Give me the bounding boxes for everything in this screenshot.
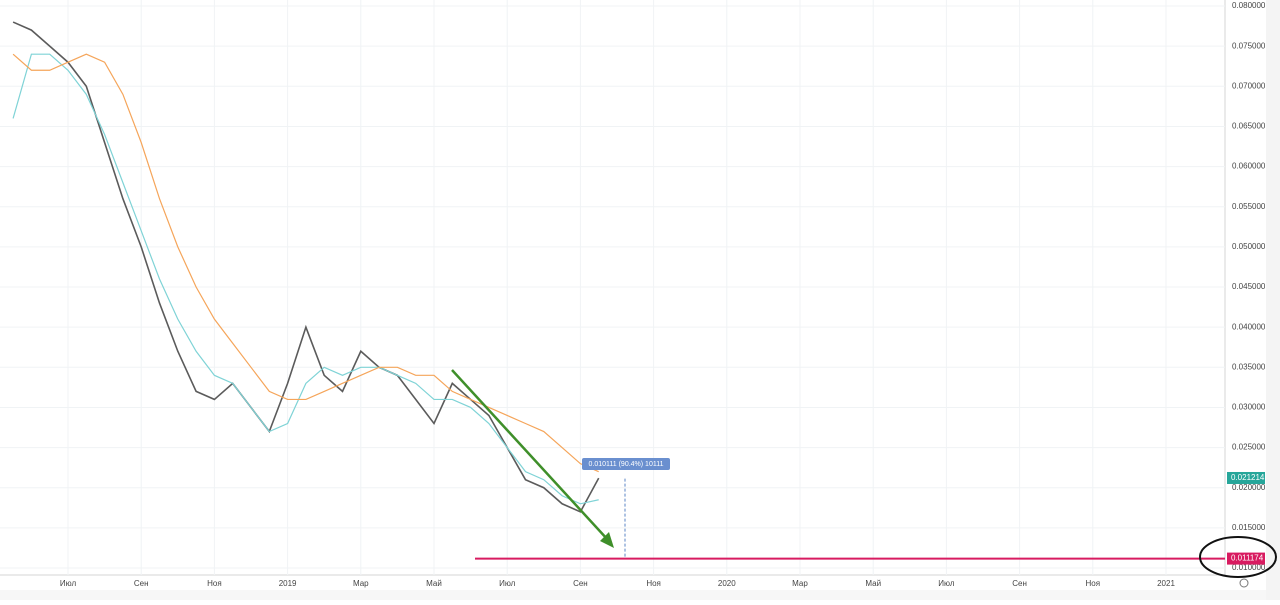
series-line bbox=[12, 21, 600, 513]
y-tick-label: 0.025000 bbox=[1232, 443, 1266, 452]
y-tick-label: 0.035000 bbox=[1232, 362, 1266, 371]
series-line bbox=[12, 53, 599, 505]
x-tick-label: Мар bbox=[792, 579, 808, 588]
series-line bbox=[12, 53, 599, 473]
y-tick-label: 0.040000 bbox=[1232, 322, 1266, 331]
y-tick-label: 0.055000 bbox=[1232, 202, 1266, 211]
y-tick-label: 0.075000 bbox=[1232, 41, 1266, 50]
y-tick-label: 0.015000 bbox=[1232, 523, 1266, 532]
highlight-ellipse bbox=[1199, 536, 1277, 578]
x-tick-label: Сен bbox=[134, 579, 149, 588]
measure-box bbox=[582, 457, 670, 470]
x-tick-label: 2019 bbox=[279, 579, 297, 588]
x-tick-label: Июл bbox=[60, 579, 77, 588]
x-tick-label: Сен bbox=[1012, 579, 1027, 588]
y-tick-label: 0.080000 bbox=[1232, 1, 1266, 10]
bottom-toolbar bbox=[0, 590, 1266, 600]
y-tick-label: 0.030000 bbox=[1232, 403, 1266, 412]
last-price-tag bbox=[1227, 471, 1265, 484]
trend-arrow-head bbox=[600, 532, 614, 548]
x-tick-label: Сен bbox=[573, 579, 588, 588]
x-tick-label: Май bbox=[426, 579, 442, 588]
settings-icon[interactable] bbox=[1239, 578, 1249, 588]
y-tick-label: 0.070000 bbox=[1232, 81, 1266, 90]
x-tick-label: Май bbox=[865, 579, 881, 588]
y-tick-label: 0.050000 bbox=[1232, 242, 1266, 251]
last-price-text: 0.021214 bbox=[1231, 473, 1265, 482]
trend-arrow bbox=[451, 369, 609, 541]
x-tick-label: Ноя bbox=[1086, 579, 1101, 588]
y-tick-label: 0.010000 bbox=[1232, 563, 1266, 572]
level-tag bbox=[1227, 552, 1265, 565]
y-tick-label: 0.020000 bbox=[1232, 483, 1266, 492]
x-tick-label: 2021 bbox=[1157, 579, 1175, 588]
x-tick-label: Ноя bbox=[207, 579, 222, 588]
y-tick-label: 0.060000 bbox=[1232, 162, 1266, 171]
x-tick-label: Июл bbox=[499, 579, 516, 588]
x-tick-label: Мар bbox=[353, 579, 369, 588]
measure-label: 0.010111 (90.4%) 10111 bbox=[589, 461, 664, 468]
level-tag-text: 0.011174 bbox=[1231, 554, 1264, 563]
y-tick-label: 0.045000 bbox=[1232, 282, 1266, 291]
x-tick-label: 2020 bbox=[718, 579, 736, 588]
side-panel bbox=[1266, 0, 1280, 600]
x-tick-label: Июл bbox=[938, 579, 955, 588]
y-tick-label: 0.065000 bbox=[1232, 122, 1266, 131]
x-tick-label: Ноя bbox=[646, 579, 661, 588]
